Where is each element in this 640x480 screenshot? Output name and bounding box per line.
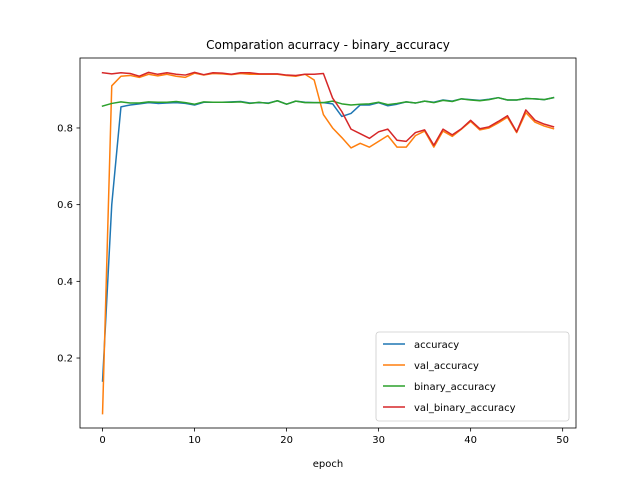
y-tick-label: 0.2	[57, 354, 73, 365]
series-layer	[101, 71, 555, 415]
y-tick-label: 0.6	[57, 200, 73, 211]
legend-label-binary-accuracy: binary_accuracy	[414, 382, 496, 393]
x-tick-label: 20	[280, 435, 293, 446]
legend: accuracy val_accuracy binary_accuracy val_b…	[375, 331, 570, 422]
x-tick-label: 50	[556, 435, 569, 446]
legend-label-val-accuracy: val_accuracy	[414, 361, 479, 372]
chart-title: Comparation acurracy - binary_accuracy	[206, 38, 450, 52]
x-tick-label: 10	[188, 435, 201, 446]
series-line-binary-accuracy	[101, 96, 555, 108]
y-tick-label: 0.8	[57, 123, 73, 134]
x-tick-label: 0	[99, 435, 105, 446]
x-axis-label: epoch	[313, 459, 343, 470]
legend-frame	[375, 331, 570, 422]
plot-frame	[79, 57, 577, 429]
legend-label-val-binary-accuracy: val_binary_accuracy	[414, 403, 516, 414]
x-tick-label: 30	[372, 435, 385, 446]
y-axis: 0.2 0.4 0.6 0.8	[57, 123, 80, 365]
x-axis: 0 10 20 30 40 50	[99, 428, 569, 446]
legend-label-accuracy: accuracy	[414, 340, 459, 351]
series-line-val-accuracy	[101, 72, 555, 415]
x-tick-label: 40	[464, 435, 477, 446]
series-line-val-binary-accuracy	[101, 71, 555, 146]
y-tick-label: 0.4	[57, 277, 73, 288]
